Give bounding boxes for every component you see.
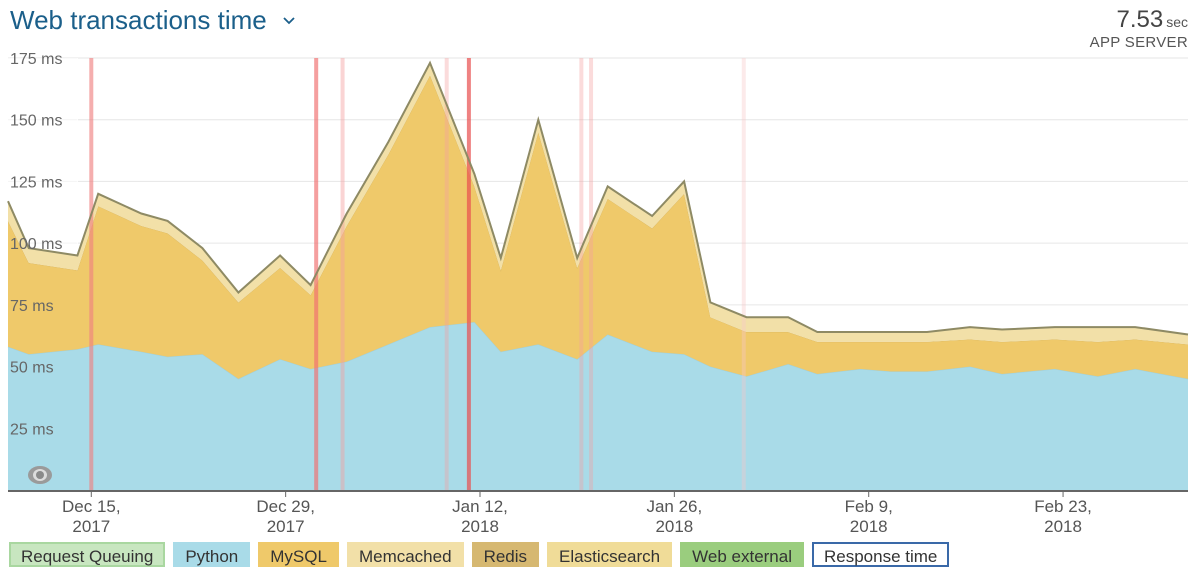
legend-item-memcached[interactable]: Memcached: [346, 542, 464, 567]
legend: Request Queuing Python MySQL Memcached Redis…: [9, 542, 950, 569]
chart-header: Web transactions time 7.53 sec APP SERVER: [0, 0, 1200, 60]
x-tick-year: 2018: [461, 517, 499, 536]
area-mysql: [8, 75, 1188, 379]
x-tick-label: Dec 15,: [62, 497, 121, 516]
chart-title-dropdown[interactable]: Web transactions time: [10, 5, 297, 36]
event-marker: [466, 58, 471, 490]
y-tick-label: 25 ms: [10, 421, 54, 438]
chevron-down-icon: [283, 16, 295, 24]
legend-item-response-time[interactable]: Response time: [812, 542, 950, 567]
x-tick-year: 2017: [267, 517, 305, 536]
x-tick-year: 2018: [655, 517, 693, 536]
event-marker: [589, 58, 594, 490]
x-tick-year: 2018: [850, 517, 888, 536]
legend-item-mysql[interactable]: MySQL: [258, 542, 339, 567]
y-tick-label: 175 ms: [10, 51, 62, 68]
event-marker: [89, 58, 94, 490]
chart-toggle[interactable]: [28, 466, 52, 484]
x-tick-year: 2017: [72, 517, 110, 536]
event-marker: [444, 58, 449, 490]
legend-item-request-queuing[interactable]: Request Queuing: [9, 542, 166, 567]
legend-item-web-external[interactable]: Web external: [680, 542, 804, 567]
total-time-unit: sec: [1166, 14, 1188, 30]
event-marker: [340, 58, 345, 490]
response-time-series: [7, 60, 1189, 336]
total-time-label: APP SERVER: [1089, 34, 1188, 51]
eye-icon-pupil: [36, 471, 44, 479]
legend-item-elasticsearch[interactable]: Elasticsearch: [547, 542, 673, 567]
x-tick-label: Dec 29,: [256, 497, 315, 516]
event-marker: [741, 58, 746, 490]
x-tick-label: Feb 23,: [1034, 497, 1092, 516]
x-tick-year: 2018: [1044, 517, 1082, 536]
x-tick-label: Jan 26,: [646, 497, 702, 516]
area-series: [7, 61, 1189, 490]
x-tick-label: Jan 12,: [452, 497, 508, 516]
y-tick-label: 50 ms: [10, 360, 54, 377]
total-time-value: 7.53: [1116, 6, 1164, 33]
y-axis: 25 ms 50 ms 75 ms 100 ms 125 ms 150 ms 175 ms: [10, 51, 62, 438]
event-marker: [579, 58, 584, 490]
y-tick-label: 125 ms: [10, 174, 62, 191]
total-time: 7.53 sec APP SERVER: [1090, 6, 1188, 51]
x-tick-label: Feb 9,: [845, 497, 893, 516]
y-tick-label: 100 ms: [10, 236, 62, 253]
y-tick-label: 150 ms: [10, 113, 62, 130]
response-time-line: [7, 60, 1189, 336]
area-python: [8, 322, 1188, 490]
legend-item-redis[interactable]: Redis: [471, 542, 540, 567]
y-tick-label: 75 ms: [10, 298, 54, 315]
legend-item-python[interactable]: Python: [173, 542, 251, 567]
chart-title: Web transactions time: [10, 5, 267, 35]
